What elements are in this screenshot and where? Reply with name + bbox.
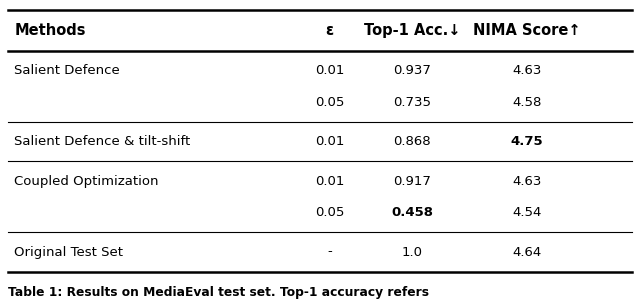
Text: 4.54: 4.54 xyxy=(513,206,542,219)
Text: NIMA Score↑: NIMA Score↑ xyxy=(474,24,581,39)
Text: Methods: Methods xyxy=(14,24,86,39)
Text: Original Test Set: Original Test Set xyxy=(14,245,123,259)
Text: 0.05: 0.05 xyxy=(315,96,344,109)
Text: 0.868: 0.868 xyxy=(394,136,431,148)
Text: Table 1: Results on MediaEval test set. Top-1 accuracy refers: Table 1: Results on MediaEval test set. … xyxy=(8,286,429,299)
Text: 0.917: 0.917 xyxy=(394,174,431,188)
Text: Salient Defence & tilt-shift: Salient Defence & tilt-shift xyxy=(14,136,190,148)
Text: -: - xyxy=(327,245,332,259)
Text: 4.58: 4.58 xyxy=(513,96,542,109)
Text: 0.937: 0.937 xyxy=(394,65,431,77)
Text: 4.64: 4.64 xyxy=(513,245,541,259)
Text: ε: ε xyxy=(326,24,333,39)
Text: 0.735: 0.735 xyxy=(394,96,431,109)
Text: 0.01: 0.01 xyxy=(315,65,344,77)
Text: 0.458: 0.458 xyxy=(392,206,433,219)
Text: 0.01: 0.01 xyxy=(315,174,344,188)
Text: Salient Defence: Salient Defence xyxy=(14,65,120,77)
Text: 0.05: 0.05 xyxy=(315,206,344,219)
Text: 4.75: 4.75 xyxy=(511,136,543,148)
Text: 4.63: 4.63 xyxy=(513,174,542,188)
Text: Coupled Optimization: Coupled Optimization xyxy=(14,174,159,188)
Text: Top-1 Acc.↓: Top-1 Acc.↓ xyxy=(364,24,461,39)
Text: 4.63: 4.63 xyxy=(513,65,542,77)
Text: 0.01: 0.01 xyxy=(315,136,344,148)
Text: 1.0: 1.0 xyxy=(402,245,423,259)
